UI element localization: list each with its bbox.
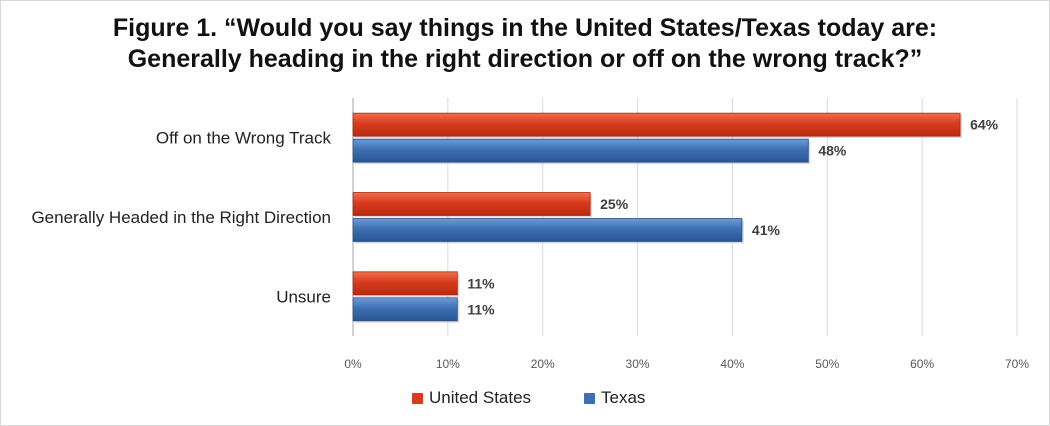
- x-tick-label-0: 0%: [344, 357, 362, 371]
- x-tick-label-60: 60%: [910, 357, 934, 371]
- legend-item-texas: Texas: [584, 386, 645, 410]
- legend-label-texas: Texas: [601, 388, 646, 407]
- x-tick-label-10: 10%: [436, 357, 460, 371]
- category-label-generally-headed-in-the-right-direction: Generally Headed in the Right Direction: [31, 208, 331, 227]
- chart-title-line-2: Generally heading in the right direction…: [127, 45, 923, 73]
- data-label-united-states-unsure: 11%: [467, 275, 495, 291]
- x-tick-label-30: 30%: [626, 357, 650, 371]
- chart-title-line-1: Figure 1. “Would you say things in the U…: [112, 14, 938, 42]
- x-tick-label-20: 20%: [531, 357, 555, 371]
- legend-label-united-states: United States: [429, 388, 532, 407]
- bar-texas-off-on-the-wrong-track: [352, 138, 809, 163]
- bar-united-states-off-on-the-wrong-track: [352, 112, 961, 137]
- category-label-off-on-the-wrong-track: Off on the Wrong Track: [156, 129, 332, 148]
- category-label-unsure: Unsure: [276, 287, 331, 306]
- data-label-united-states-generally-headed-in-the-right-direction: 25%: [600, 196, 629, 212]
- legend-swatch-texas: [584, 392, 595, 404]
- legend-swatch-united-states: [412, 392, 423, 404]
- x-tick-label-50: 50%: [815, 357, 839, 371]
- data-label-united-states-off-on-the-wrong-track: 64%: [970, 117, 999, 133]
- bar-united-states-unsure: [352, 271, 458, 296]
- x-tick-label-40: 40%: [720, 357, 744, 371]
- data-label-texas-generally-headed-in-the-right-direction: 41%: [752, 222, 781, 238]
- bar-texas-generally-headed-in-the-right-direction: [352, 218, 743, 242]
- bar-texas-unsure: [352, 297, 458, 322]
- data-label-texas-unsure: 11%: [467, 301, 495, 317]
- legend-item-united-states: United States: [412, 386, 531, 410]
- data-label-texas-off-on-the-wrong-track: 48%: [818, 143, 847, 159]
- x-tick-label-70: 70%: [1005, 357, 1029, 371]
- bar-united-states-generally-headed-in-the-right-direction: [352, 192, 591, 216]
